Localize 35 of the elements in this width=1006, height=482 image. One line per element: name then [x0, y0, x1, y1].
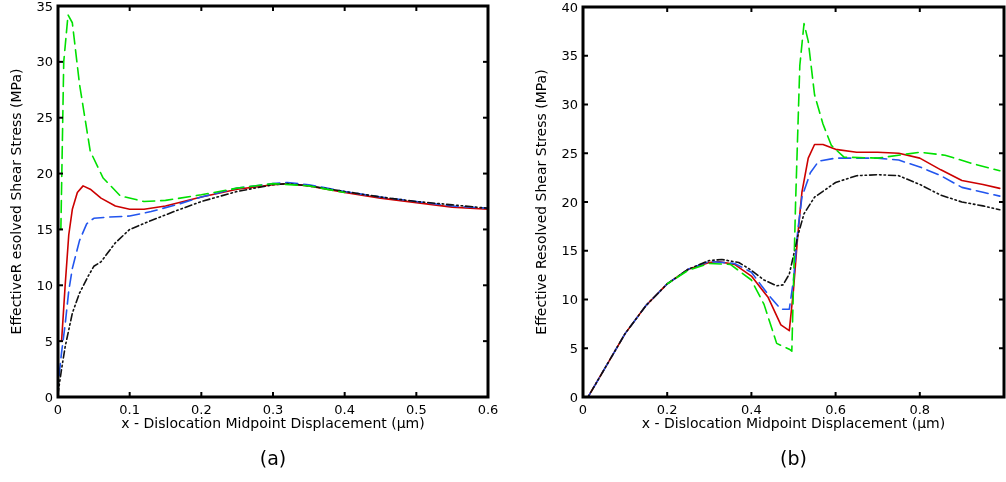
x-axis-title: x - Dislocation Midpoint Displacement (μm) [121, 415, 425, 431]
y-tick-label: 5 [569, 340, 578, 356]
y-tick-label: 30 [36, 54, 53, 70]
y-tick-label: 25 [36, 110, 53, 126]
x-tick-label: 0.8 [909, 402, 931, 417]
line-series [666, 22, 1001, 352]
x-tick-label: 0.4 [741, 402, 762, 417]
x-tick-label: 0.5 [405, 402, 427, 417]
y-tick-label: 0 [569, 389, 578, 405]
y-tick-label: 20 [36, 166, 53, 182]
x-tick-label: 0.2 [190, 402, 212, 417]
line-series [60, 14, 346, 231]
text: (a) [259, 447, 287, 469]
y-tick-label: 10 [561, 292, 578, 307]
y-tick-label: 15 [36, 221, 53, 237]
y-tick-label: 35 [36, 0, 53, 14]
y-tick-label: 0 [44, 389, 53, 405]
x-tick-label: 0.6 [477, 402, 499, 417]
x-axis-title: x - Dislocation Midpoint Displacement (μm) [641, 415, 946, 431]
y-tick-label: 40 [561, 0, 578, 15]
y-axis-title: Effective Resolved Shear Stress (MPa) [533, 69, 549, 335]
y-tick-label: 25 [561, 145, 578, 161]
text: (b) [780, 447, 807, 469]
x-tick-label: 0.4 [334, 402, 356, 417]
y-tick-label: 30 [561, 97, 578, 112]
x-tick-label: 0.6 [825, 402, 846, 417]
x-tick-label: 0.1 [119, 402, 141, 417]
y-tick-label: 15 [561, 243, 578, 259]
x-tick-label: 0.3 [262, 402, 284, 417]
y-tick-label: 35 [561, 48, 578, 64]
y-tick-label: 10 [36, 277, 53, 293]
y-tick-label: 20 [561, 194, 578, 210]
x-tick-label: 0.2 [656, 402, 678, 417]
y-axis-title: EffectiveR esolved Shear Stress (MPa) [8, 68, 24, 335]
y-tick-label: 5 [44, 333, 53, 349]
